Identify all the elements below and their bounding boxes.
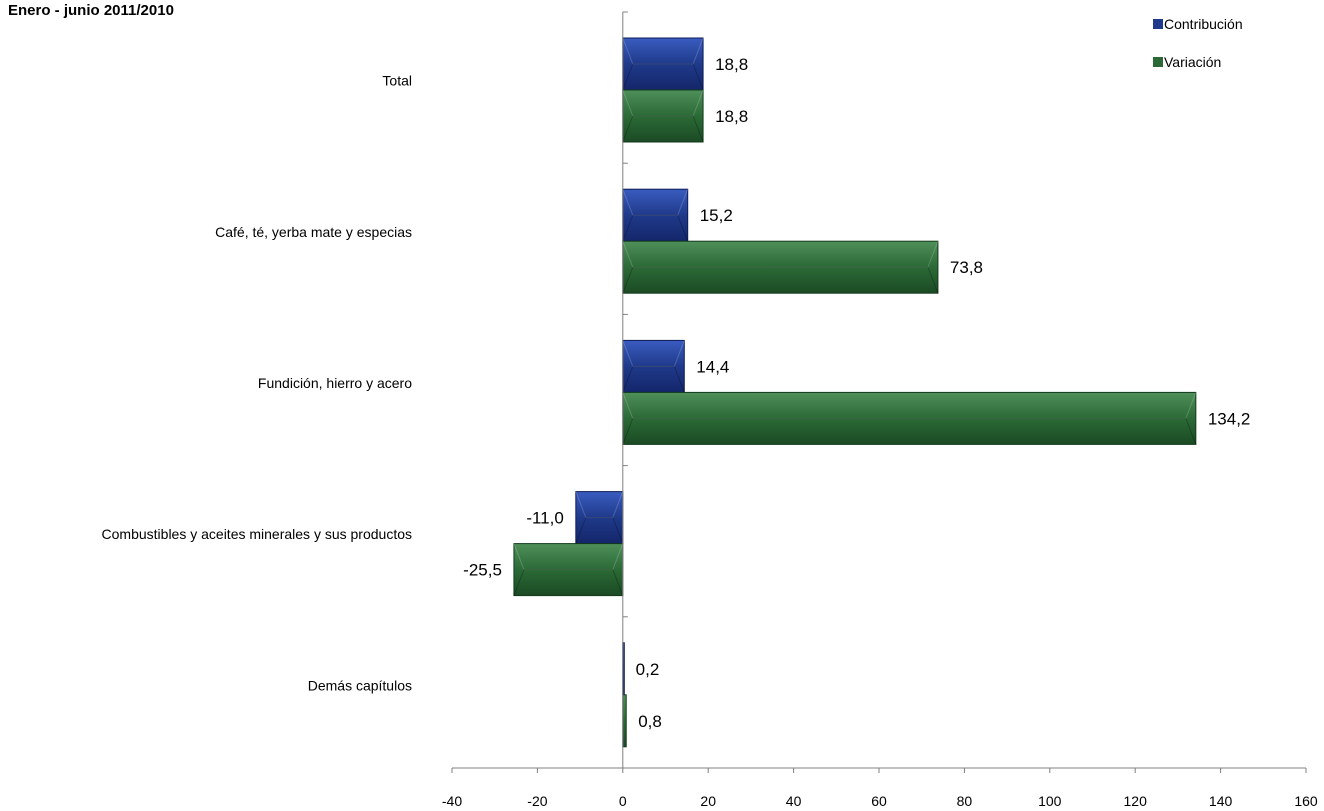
bar-bevel-shadow [622,417,1197,445]
bar-contribucion [622,37,704,91]
data-label: 18,8 [715,107,748,126]
bar-body [622,694,627,748]
bar-variacion [622,240,939,294]
bar-bevel [622,392,1197,419]
data-label: -11,0 [526,509,564,528]
bar-bevel-shadow [622,214,689,242]
x-tick-label: 120 [1124,793,1148,809]
bar-contribucion [622,188,689,242]
bar-bevel [622,89,704,117]
bar-bevel [513,543,624,571]
data-label: 0,2 [636,660,660,679]
legend-swatch [1153,19,1163,29]
x-tick-label: 60 [871,793,887,809]
x-tick-label: -20 [527,793,547,809]
bar-bevel-shadow [513,569,624,596]
data-label: 0,8 [638,712,662,731]
data-label: 73,8 [950,258,983,277]
bar-variacion [622,89,704,143]
bar-bevel-shadow [622,63,704,91]
bar-contribucion [622,339,685,393]
bar-variacion [622,391,1197,445]
category-label: Demás capítulos [308,677,412,693]
x-tick-label: 20 [700,793,716,809]
data-label: 134,2 [1208,409,1251,428]
bar-contribucion [575,491,624,545]
bar-variacion [513,543,624,597]
x-tick-label: 0 [619,793,627,809]
bar-variacion [622,694,627,748]
bar-body [575,491,624,545]
bar-bevel [622,340,685,367]
data-label: -25,5 [463,561,502,580]
bar-bevel [575,491,624,519]
category-label: Total [382,73,412,89]
x-tick-label: 160 [1294,793,1318,809]
category-label: Combustibles y aceites minerales y sus p… [102,526,412,542]
x-tick-label: -40 [442,793,462,809]
category-label: Café, té, yerba mate y especias [215,224,412,240]
bar-bevel-shadow [622,365,685,393]
bar-bevel [622,37,704,65]
legend-item-label: Contribución [1164,16,1243,32]
bar-bevel-shadow [622,115,704,143]
bar-bevel [622,189,689,216]
x-tick-label: 100 [1038,793,1062,809]
data-label: 18,8 [715,55,748,74]
x-tick-label: 40 [786,793,802,809]
chart-title: Enero - junio 2011/2010 [8,2,174,19]
category-label: Fundición, hierro y acero [258,375,412,391]
data-label: 15,2 [700,206,733,225]
bar-bevel-shadow [622,266,939,294]
x-tick-label: 80 [957,793,973,809]
legend-swatch [1153,57,1163,67]
bar-body [622,37,704,91]
bar-bevel [622,241,939,268]
data-label: 14,4 [696,357,729,376]
bar-bevel-shadow [575,517,624,544]
x-tick-label: 140 [1209,793,1233,809]
legend-item-label: Variación [1164,54,1221,70]
bar-body [622,240,939,294]
